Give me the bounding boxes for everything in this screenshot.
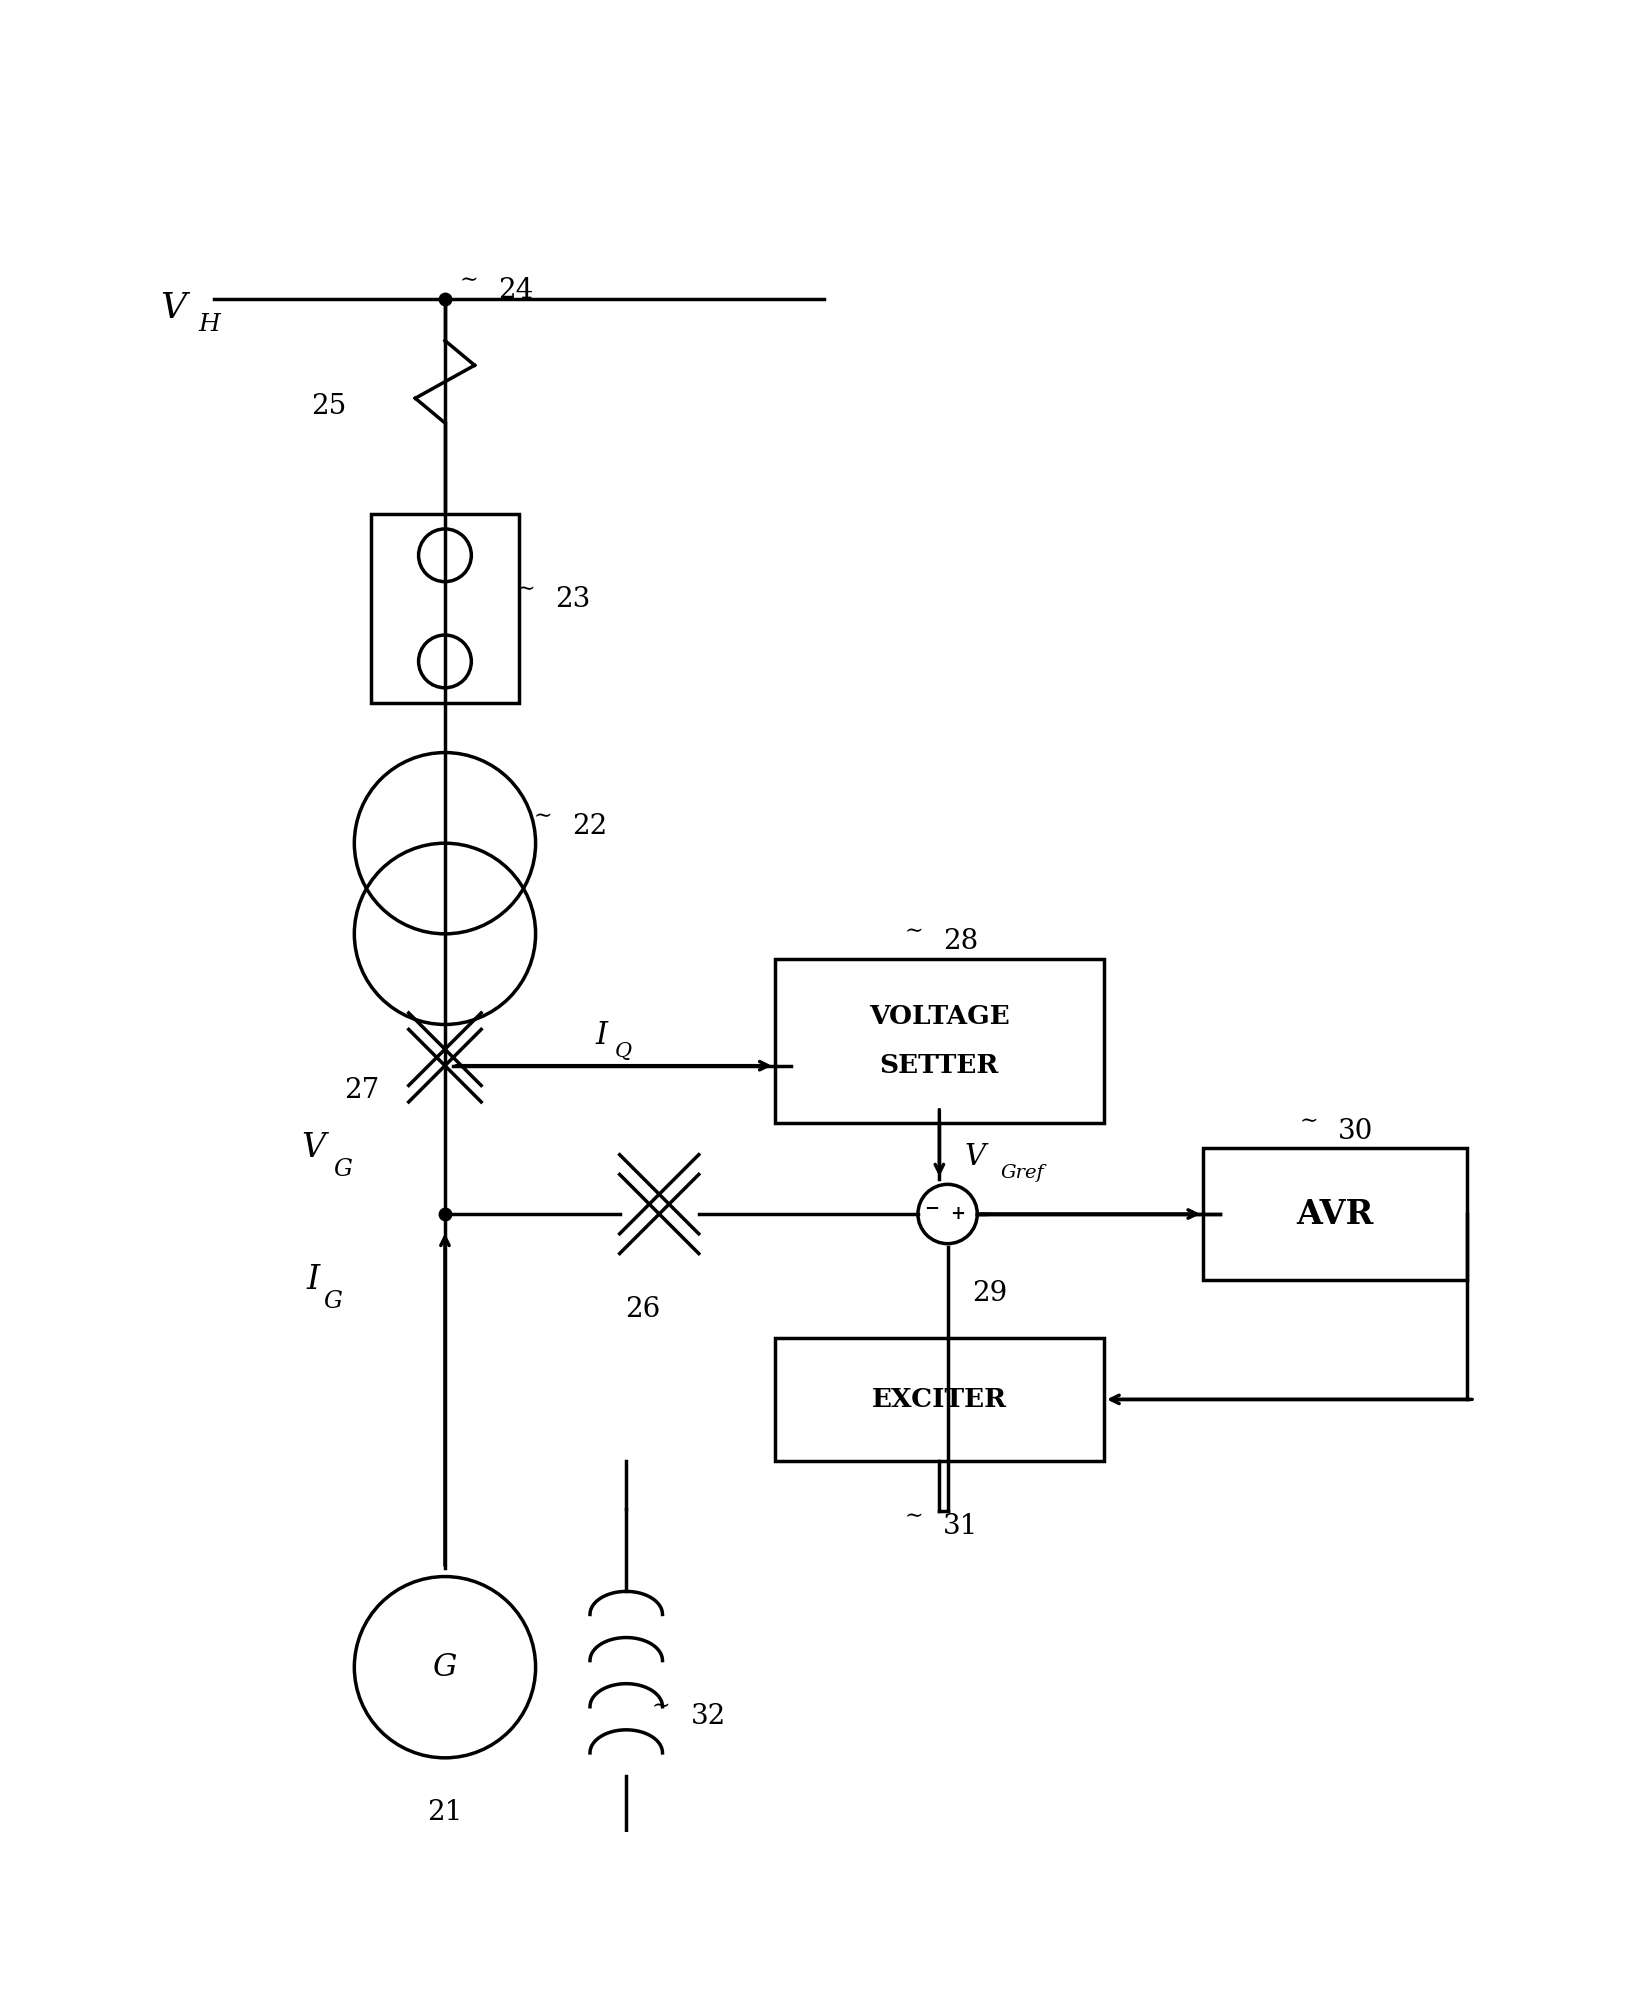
Text: V: V	[302, 1133, 325, 1163]
Text: 26: 26	[625, 1296, 661, 1322]
Text: VOLTAGE: VOLTAGE	[868, 1004, 1010, 1028]
Text: 21: 21	[427, 1798, 463, 1826]
Text: G: G	[323, 1290, 343, 1312]
Text: I: I	[307, 1264, 320, 1296]
Text: ∼: ∼	[905, 919, 923, 941]
Text: 25: 25	[311, 393, 346, 419]
Text: 28: 28	[943, 927, 977, 956]
Text: 22: 22	[572, 812, 606, 841]
Text: G: G	[333, 1157, 353, 1181]
Text: 27: 27	[344, 1077, 379, 1105]
Text: 30: 30	[1338, 1117, 1373, 1145]
Bar	[1203, 1147, 1467, 1280]
Text: Q: Q	[615, 1042, 631, 1062]
Bar	[371, 514, 519, 704]
Text: −: −	[925, 1200, 939, 1218]
Text: 23: 23	[555, 587, 590, 613]
Text: 29: 29	[972, 1280, 1007, 1306]
Text: +: +	[951, 1206, 966, 1224]
Text: ∼: ∼	[534, 804, 552, 827]
Text: ∼: ∼	[517, 579, 536, 601]
Text: I: I	[595, 1020, 608, 1050]
Text: Gref: Gref	[1000, 1163, 1045, 1181]
Text: ∼: ∼	[1300, 1109, 1318, 1131]
Bar	[775, 1337, 1104, 1462]
Text: V: V	[964, 1143, 986, 1171]
Text: ∼: ∼	[653, 1695, 671, 1718]
Text: AVR: AVR	[1297, 1198, 1373, 1230]
Bar	[775, 958, 1104, 1123]
Text: 31: 31	[943, 1514, 977, 1540]
Text: ∼: ∼	[905, 1506, 923, 1528]
Text: SETTER: SETTER	[880, 1052, 999, 1079]
Text: EXCITER: EXCITER	[872, 1387, 1007, 1411]
Text: 24: 24	[498, 278, 532, 304]
Text: V: V	[160, 290, 186, 325]
Text: ∼: ∼	[460, 268, 478, 290]
Text: 32: 32	[691, 1704, 725, 1730]
Text: G: G	[433, 1651, 456, 1683]
Text: H: H	[198, 312, 221, 335]
